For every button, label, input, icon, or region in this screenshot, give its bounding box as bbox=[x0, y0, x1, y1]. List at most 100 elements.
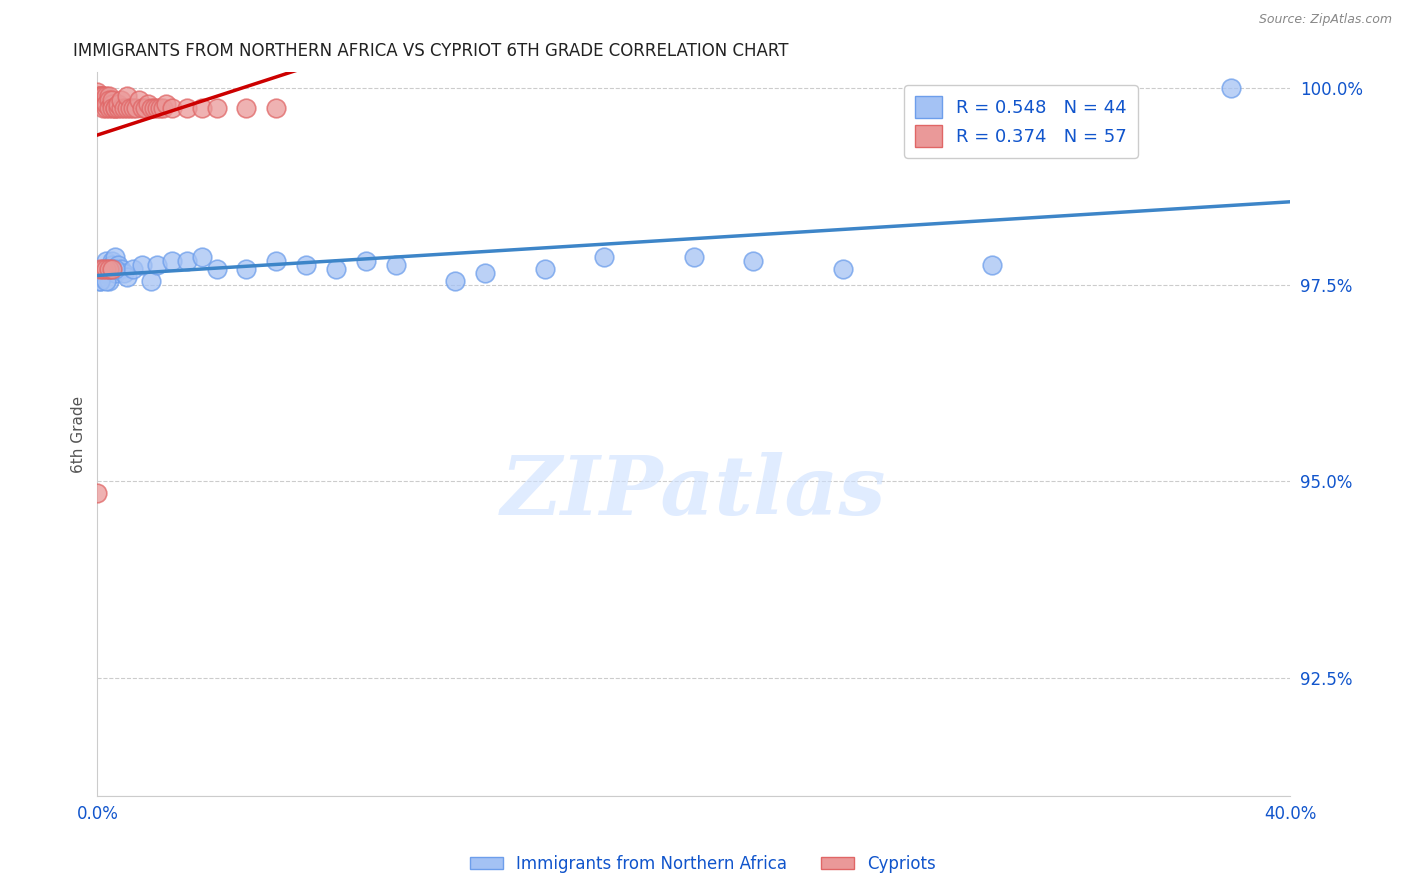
Point bbox=[136, 96, 159, 111]
Point bbox=[98, 274, 121, 288]
Point bbox=[104, 101, 127, 115]
Point bbox=[190, 250, 212, 264]
Point bbox=[96, 101, 118, 115]
Point bbox=[115, 269, 138, 284]
Point bbox=[104, 262, 127, 277]
Point bbox=[682, 250, 704, 264]
Point bbox=[134, 101, 156, 115]
Point bbox=[107, 101, 129, 115]
Point bbox=[235, 101, 257, 115]
Point bbox=[295, 258, 318, 272]
Point bbox=[91, 262, 114, 277]
Point bbox=[115, 89, 138, 103]
Point bbox=[128, 93, 150, 107]
Point bbox=[325, 262, 347, 277]
Point bbox=[98, 89, 121, 103]
Point bbox=[125, 101, 148, 115]
Point bbox=[264, 101, 287, 115]
Point bbox=[122, 262, 145, 277]
Point bbox=[115, 101, 138, 115]
Point bbox=[160, 101, 183, 115]
Point bbox=[533, 262, 555, 277]
Point bbox=[98, 262, 121, 277]
Point bbox=[384, 258, 406, 272]
Point bbox=[96, 262, 118, 277]
Point bbox=[91, 266, 114, 280]
Point bbox=[155, 96, 177, 111]
Point bbox=[91, 262, 114, 277]
Text: Source: ZipAtlas.com: Source: ZipAtlas.com bbox=[1258, 13, 1392, 27]
Point bbox=[981, 258, 1004, 272]
Point bbox=[107, 96, 129, 111]
Point bbox=[89, 89, 111, 103]
Point bbox=[91, 89, 114, 103]
Point bbox=[104, 101, 127, 115]
Point bbox=[101, 254, 124, 268]
Point bbox=[101, 101, 124, 115]
Point bbox=[101, 96, 124, 111]
Text: ZIPatlas: ZIPatlas bbox=[501, 452, 887, 532]
Point bbox=[89, 93, 111, 107]
Point bbox=[112, 101, 135, 115]
Point bbox=[91, 89, 114, 103]
Point bbox=[176, 254, 198, 268]
Point bbox=[122, 101, 145, 115]
Point bbox=[110, 101, 132, 115]
Point bbox=[593, 250, 616, 264]
Point bbox=[89, 262, 111, 277]
Point bbox=[98, 101, 121, 115]
Point bbox=[101, 262, 124, 277]
Point bbox=[131, 101, 153, 115]
Point bbox=[96, 266, 118, 280]
Point bbox=[104, 266, 127, 280]
Point bbox=[146, 258, 169, 272]
Point bbox=[98, 262, 121, 277]
Point bbox=[110, 262, 132, 277]
Point bbox=[98, 262, 121, 277]
Point bbox=[89, 274, 111, 288]
Point bbox=[89, 89, 111, 103]
Point bbox=[235, 262, 257, 277]
Point bbox=[831, 262, 853, 277]
Point bbox=[89, 269, 111, 284]
Legend: Immigrants from Northern Africa, Cypriots: Immigrants from Northern Africa, Cypriot… bbox=[463, 848, 943, 880]
Point bbox=[131, 258, 153, 272]
Point bbox=[190, 101, 212, 115]
Point bbox=[160, 254, 183, 268]
Point bbox=[112, 266, 135, 280]
Point bbox=[139, 274, 162, 288]
Point bbox=[86, 85, 108, 99]
Point bbox=[474, 266, 496, 280]
Point bbox=[89, 93, 111, 107]
Point bbox=[96, 93, 118, 107]
Point bbox=[354, 254, 377, 268]
Legend: R = 0.548   N = 44, R = 0.374   N = 57: R = 0.548 N = 44, R = 0.374 N = 57 bbox=[904, 85, 1137, 158]
Point bbox=[96, 89, 118, 103]
Point bbox=[96, 274, 118, 288]
Point bbox=[89, 89, 111, 103]
Point bbox=[107, 258, 129, 272]
Point bbox=[91, 101, 114, 115]
Point bbox=[120, 101, 142, 115]
Point bbox=[91, 93, 114, 107]
Point bbox=[101, 93, 124, 107]
Point bbox=[444, 274, 467, 288]
Point bbox=[86, 89, 108, 103]
Point bbox=[110, 93, 132, 107]
Point bbox=[86, 486, 108, 500]
Y-axis label: 6th Grade: 6th Grade bbox=[72, 395, 86, 473]
Point bbox=[96, 254, 118, 268]
Point bbox=[96, 96, 118, 111]
Point bbox=[205, 101, 228, 115]
Point bbox=[176, 101, 198, 115]
Point bbox=[139, 101, 162, 115]
Point bbox=[89, 274, 111, 288]
Text: IMMIGRANTS FROM NORTHERN AFRICA VS CYPRIOT 6TH GRADE CORRELATION CHART: IMMIGRANTS FROM NORTHERN AFRICA VS CYPRI… bbox=[73, 42, 789, 60]
Point bbox=[149, 101, 172, 115]
Point bbox=[101, 258, 124, 272]
Point bbox=[1219, 81, 1241, 95]
Point bbox=[101, 262, 124, 277]
Point bbox=[742, 254, 765, 268]
Point bbox=[104, 250, 127, 264]
Point bbox=[264, 254, 287, 268]
